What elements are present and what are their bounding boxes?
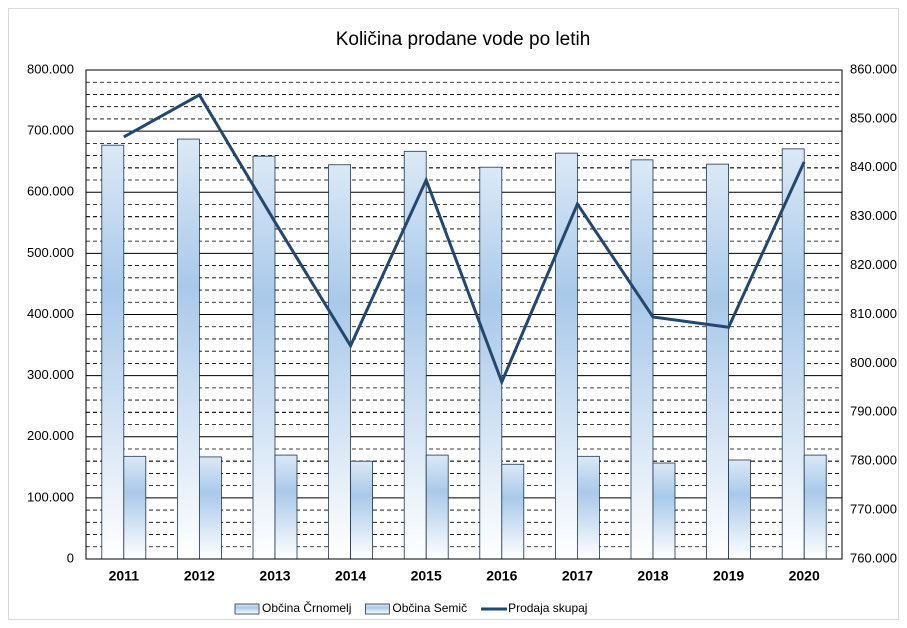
y-tick-label: 0 xyxy=(67,550,74,565)
plot-frame xyxy=(85,69,843,560)
x-tick-label: 2019 xyxy=(713,568,744,584)
bar xyxy=(198,456,222,560)
x-tick-label: 2017 xyxy=(562,568,593,584)
x-tick-label: 2015 xyxy=(411,568,442,584)
bar xyxy=(781,148,805,560)
y2-tick-label: 830.000 xyxy=(850,208,897,223)
y-tick-label: 500.000 xyxy=(27,245,74,260)
x-tick-label: 2018 xyxy=(637,568,668,584)
y2-tick-label: 840.000 xyxy=(850,159,897,174)
y2-tick-label: 800.000 xyxy=(850,355,897,370)
y-tick-label: 100.000 xyxy=(27,489,74,504)
bar xyxy=(577,455,600,560)
y2-tick-label: 770.000 xyxy=(850,502,897,517)
bar xyxy=(479,166,503,560)
bar xyxy=(123,455,147,560)
bar xyxy=(630,159,654,560)
bar xyxy=(501,463,525,560)
y2-tick-label: 760.000 xyxy=(850,550,897,565)
line-series xyxy=(123,92,806,387)
x-tick-label: 2014 xyxy=(335,568,366,584)
legend-swatch xyxy=(234,603,260,615)
y-tick-label: 700.000 xyxy=(27,123,74,138)
bar xyxy=(274,454,298,560)
x-tick-label: 2016 xyxy=(486,568,517,584)
chart-title: Količina prodane vode po letih xyxy=(336,29,591,50)
bar xyxy=(803,454,827,560)
bar xyxy=(101,144,125,560)
bar xyxy=(652,462,676,560)
y-tick-label: 600.000 xyxy=(27,184,74,199)
y2-tick-label: 820.000 xyxy=(850,257,897,272)
bar xyxy=(403,150,427,560)
legend-label: Prodaja skupaj xyxy=(508,601,587,615)
legend-swatch xyxy=(364,603,390,615)
y-tick-label: 200.000 xyxy=(27,428,74,443)
y2-tick-label: 850.000 xyxy=(850,110,897,125)
y-tick-label: 300.000 xyxy=(27,367,74,382)
legend-label: Občina Semič xyxy=(392,601,467,615)
legend-label: Občina Črnomelj xyxy=(262,600,351,615)
y2-tick-label: 860.000 xyxy=(850,61,897,76)
bar xyxy=(706,163,729,560)
x-tick-label: 2012 xyxy=(184,568,215,584)
y-tick-label: 400.000 xyxy=(27,306,74,321)
y-tick-label: 800.000 xyxy=(27,61,74,76)
x-tick-label: 2013 xyxy=(259,568,290,584)
bar xyxy=(176,138,200,560)
y2-tick-label: 790.000 xyxy=(850,404,897,419)
y2-tick-label: 780.000 xyxy=(850,453,897,468)
x-tick-label: 2020 xyxy=(789,568,820,584)
x-tick-label: 2011 xyxy=(109,568,140,584)
bar xyxy=(425,454,449,560)
bar xyxy=(728,459,751,560)
bar xyxy=(350,460,374,560)
bar xyxy=(328,164,352,560)
y2-tick-label: 810.000 xyxy=(850,306,897,321)
